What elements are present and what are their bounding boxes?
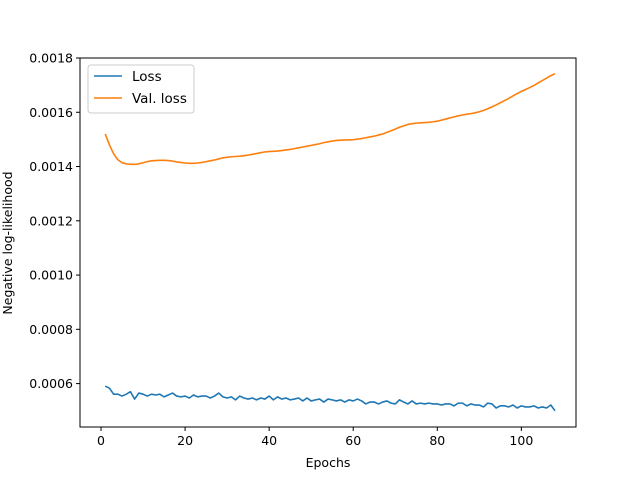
y-axis-ticks: 0.0006 0.0008 0.0010 0.0012 0.0014 0.0016 0.00… <box>29 51 80 391</box>
x-tick-label: 60 <box>345 433 361 448</box>
y-tick-label: 0.0018 <box>29 51 73 66</box>
series-layer <box>104 73 556 412</box>
axes-spines <box>79 57 577 428</box>
y-tick-label: 0.0008 <box>29 322 73 337</box>
x-tick-label: 20 <box>177 433 193 448</box>
series-line-loss <box>104 385 556 412</box>
x-tick-label: 80 <box>429 433 445 448</box>
y-tick-label: 0.0010 <box>29 268 73 283</box>
x-tick-label: 40 <box>261 433 277 448</box>
x-axis-ticks: 0 20 40 60 80 100 <box>97 427 533 448</box>
legend-box <box>87 64 195 114</box>
y-axis-label: Negative log-likelihood <box>0 171 15 314</box>
y-tick-label: 0.0016 <box>29 105 73 120</box>
axes-frame <box>79 57 577 428</box>
y-tick-label: 0.0014 <box>29 159 73 174</box>
x-tick-label: 100 <box>509 433 533 448</box>
x-axis-label: Epochs <box>306 455 351 470</box>
legend: Loss Val. loss <box>87 64 195 114</box>
legend-label-loss: Loss <box>132 69 162 85</box>
x-tick-label: 0 <box>97 433 105 448</box>
y-tick-label: 0.0006 <box>29 376 73 391</box>
legend-label-val-loss: Val. loss <box>132 91 187 107</box>
series-line-val-loss <box>104 73 556 166</box>
y-tick-label: 0.0012 <box>29 213 73 228</box>
